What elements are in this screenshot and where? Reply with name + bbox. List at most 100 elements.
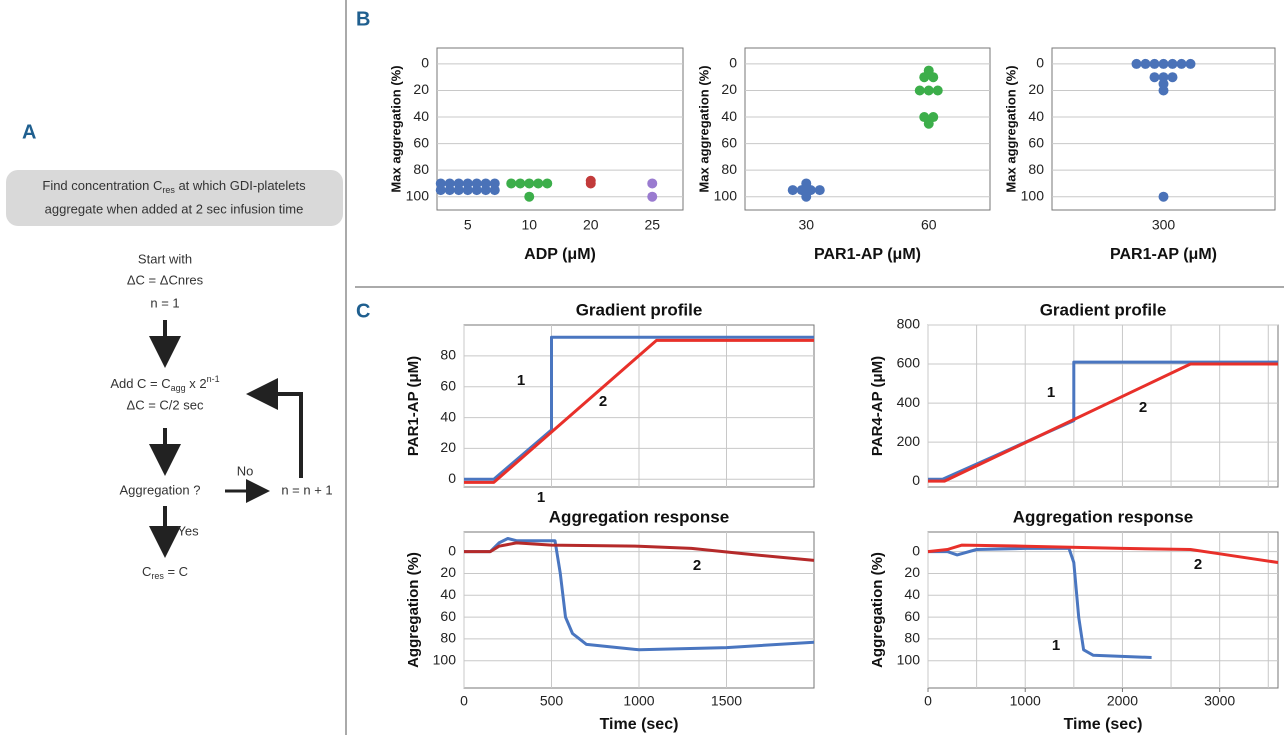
data-point	[533, 178, 544, 189]
step-text: ΔC = C/2 sec	[127, 397, 204, 412]
y-tick-label: 40	[413, 108, 429, 124]
y-axis-label: Aggregation (%)	[869, 552, 886, 668]
y-tick-label: 400	[897, 394, 921, 410]
x-tick-label: 0	[924, 693, 932, 709]
step-text: Start with	[138, 251, 192, 266]
step-text: Add C = Cagg x 2n-1	[110, 374, 219, 393]
data-line	[928, 362, 1278, 483]
x-axis-label: ADP (μM)	[524, 246, 596, 263]
data-point	[489, 185, 500, 196]
data-point	[647, 191, 658, 202]
chart-title: Gradient profile	[576, 300, 703, 319]
y-tick-label: 100	[406, 187, 430, 203]
y-tick-label: 0	[421, 55, 429, 71]
y-tick-label: 80	[413, 161, 429, 177]
y-tick-label: 100	[897, 651, 921, 667]
y-tick-label: 80	[440, 630, 456, 646]
step-text: aggregate when added at 2 sec infusion t…	[45, 201, 304, 216]
y-axis-label: Max aggregation (%)	[696, 65, 711, 192]
x-axis-label: PAR1-AP (μM)	[1110, 246, 1217, 263]
y-tick-label: 60	[1028, 134, 1044, 150]
data-line	[928, 360, 1278, 481]
chart-title: Gradient profile	[1040, 300, 1167, 319]
data-point	[1167, 72, 1178, 83]
x-tick-label: 10	[521, 217, 537, 233]
data-point	[1131, 58, 1142, 69]
y-axis-label: PAR1-AP (μM)	[405, 356, 422, 456]
data-line	[928, 546, 1152, 659]
x-tick-label: 3000	[1204, 693, 1235, 709]
y-tick-label: 80	[440, 347, 456, 363]
y-tick-label: 100	[433, 651, 457, 667]
y-tick-label: 20	[721, 81, 737, 97]
arrow	[246, 378, 303, 478]
data-point	[515, 178, 526, 189]
step-text: n = n + 1	[281, 482, 332, 497]
plot-area	[744, 47, 991, 211]
data-point	[1158, 191, 1169, 202]
x-axis-label: Time (sec)	[1064, 716, 1143, 733]
panel-label: C	[356, 300, 370, 322]
data-point	[919, 72, 930, 83]
panel-label: A	[22, 121, 36, 143]
data-point	[801, 191, 812, 202]
y-tick-label: 600	[897, 355, 921, 371]
data-point	[1158, 85, 1169, 96]
data-point	[787, 185, 798, 196]
y-tick-label: 60	[904, 608, 920, 624]
data-point	[524, 191, 535, 202]
data-point	[480, 185, 491, 196]
y-tick-label: 60	[440, 377, 456, 393]
data-point	[923, 85, 934, 96]
y-tick-label: 60	[440, 608, 456, 624]
data-point	[1149, 58, 1160, 69]
data-point	[914, 85, 925, 96]
data-point	[524, 178, 535, 189]
x-tick-label: 300	[1152, 217, 1176, 233]
data-point	[1140, 58, 1151, 69]
y-tick-label: 80	[721, 161, 737, 177]
x-axis-label: PAR1-AP (μM)	[814, 246, 921, 263]
data-line	[464, 338, 814, 484]
data-point	[814, 185, 825, 196]
y-tick-label: 40	[904, 586, 920, 602]
data-point	[471, 185, 482, 196]
chart-title: Aggregation response	[549, 507, 729, 526]
x-tick-label: 25	[644, 217, 660, 233]
x-tick-label: 30	[798, 217, 814, 233]
data-point	[647, 178, 658, 189]
data-point	[444, 185, 455, 196]
y-axis-label: PAR4-AP (μM)	[869, 356, 886, 456]
panel-label: B	[356, 8, 370, 30]
y-axis-label: Max aggregation (%)	[1003, 65, 1018, 192]
data-point	[506, 178, 517, 189]
y-tick-label: 0	[912, 542, 920, 558]
y-tick-label: 20	[413, 81, 429, 97]
plot-area	[436, 47, 684, 211]
x-tick-label: 1000	[623, 693, 654, 709]
data-point	[928, 72, 939, 83]
y-tick-label: 40	[440, 586, 456, 602]
series-label: 2	[1139, 399, 1147, 416]
y-axis-label: Aggregation (%)	[405, 552, 422, 668]
x-tick-label: 20	[583, 217, 599, 233]
y-tick-label: 100	[714, 187, 738, 203]
data-line	[464, 541, 815, 562]
series-label: 2	[693, 557, 701, 574]
data-line	[464, 335, 814, 481]
y-tick-label: 60	[721, 134, 737, 150]
y-tick-label: 40	[440, 408, 456, 424]
step-text: n = 1	[150, 295, 179, 310]
step-text: Cres = C	[142, 564, 188, 581]
y-tick-label: 20	[904, 564, 920, 580]
y-axis-label: Max aggregation (%)	[388, 65, 403, 192]
data-point	[923, 118, 934, 129]
x-tick-label: 1000	[1010, 693, 1041, 709]
y-tick-label: 800	[897, 316, 921, 332]
series-label: 2	[599, 393, 607, 410]
chart-title: Aggregation response	[1013, 507, 1193, 526]
x-tick-label: 500	[540, 693, 564, 709]
y-tick-label: 0	[1036, 55, 1044, 71]
data-point	[1149, 72, 1160, 83]
